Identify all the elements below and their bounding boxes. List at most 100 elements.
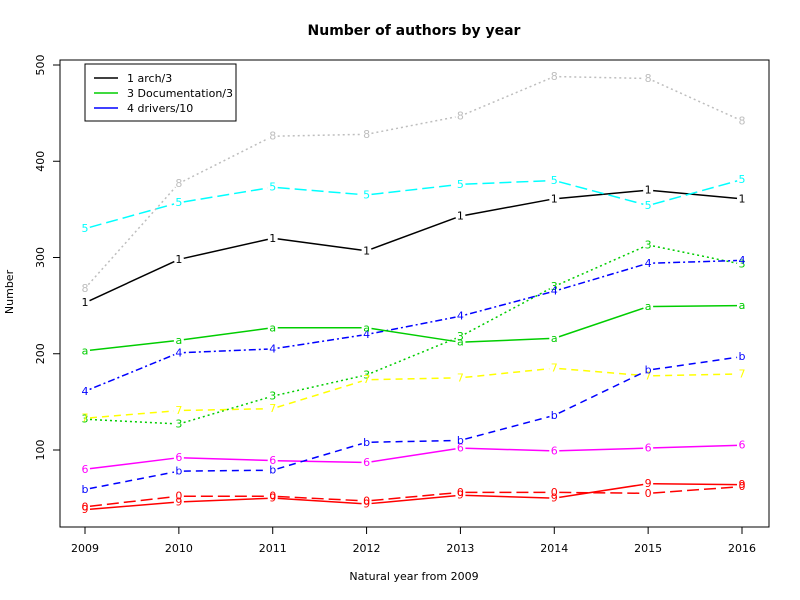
data-point-marker: 6: [269, 454, 276, 467]
data-point-marker: b: [175, 465, 182, 478]
data-point-marker: 1: [739, 192, 746, 205]
x-tick-label: 2016: [728, 542, 756, 555]
data-point-marker: a: [645, 300, 652, 313]
data-point-marker: 9: [363, 497, 370, 510]
data-point-marker: b: [739, 350, 746, 363]
data-point-marker: a: [269, 321, 276, 334]
series-segment: [465, 494, 550, 499]
legend-label: 1 arch/3: [127, 72, 172, 85]
series-segment: [559, 447, 644, 452]
series-7: 7 7 7 7 7 7 7 7: [82, 362, 746, 425]
series-segment: [371, 494, 456, 505]
data-point-marker: 7: [82, 412, 89, 425]
y-axis-label: Number: [3, 269, 16, 314]
data-point-marker: 9: [269, 492, 276, 505]
data-point-marker: 4: [739, 254, 746, 267]
data-point-marker: 0: [363, 495, 370, 508]
series-segment: [277, 186, 362, 196]
data-point-marker: 1: [551, 192, 558, 205]
legend-label: 3 Documentation/3: [127, 87, 233, 100]
data-point-marker: 8: [739, 114, 746, 127]
series-segment: [558, 371, 644, 414]
data-point-marker: 8: [82, 282, 89, 295]
data-point-marker: 1: [363, 244, 370, 257]
data-point-marker: 9: [457, 489, 464, 502]
data-point-marker: b: [269, 464, 276, 477]
series-segment: [371, 448, 456, 463]
series-segment: [89, 496, 174, 507]
data-point-marker: b: [82, 483, 89, 496]
series-segment: [559, 491, 644, 495]
data-point-marker: 8: [551, 70, 558, 83]
data-point-marker: 3: [739, 258, 746, 271]
series-segment: [87, 186, 177, 286]
series-segment: [464, 77, 550, 115]
data-point-marker: 6: [82, 463, 89, 476]
series-9: 9 9 9 9 9 9 9 9: [82, 477, 746, 516]
data-point-marker: 5: [739, 173, 746, 186]
data-point-marker: 7: [551, 362, 558, 375]
data-point-marker: 0: [645, 487, 652, 500]
series-segment: [465, 367, 550, 379]
series-segment: [465, 337, 550, 343]
series-segment: [183, 327, 268, 341]
data-point-marker: 1: [175, 253, 182, 266]
data-point-marker: 7: [363, 373, 370, 386]
data-point-marker: 6: [739, 439, 746, 452]
series-segment: [559, 367, 644, 377]
x-axis-label: Natural year from 2009: [349, 570, 478, 583]
x-tick-label: 2011: [259, 542, 287, 555]
data-point-marker: 4: [645, 257, 652, 270]
data-point-marker: 6: [551, 444, 558, 457]
series-a: a a a a a a a a: [82, 299, 746, 357]
series-segment: [89, 353, 175, 391]
series-segment: [371, 327, 456, 343]
series-segment: [277, 375, 362, 396]
series-segment: [183, 348, 268, 354]
series-0: 0 0 0 0 0 0 0 0: [82, 480, 746, 513]
data-point-marker: 5: [551, 174, 558, 187]
series-segment: [371, 377, 456, 381]
series-segment: [89, 501, 174, 511]
series-segment: [277, 459, 362, 464]
series-segment: [371, 184, 456, 196]
data-point-marker: 5: [457, 178, 464, 191]
data-point-marker: 0: [82, 500, 89, 513]
data-point-marker: b: [645, 364, 652, 377]
x-axis: 2009 2010 2011 2012 2013 2014 2015 2016: [71, 526, 756, 555]
data-point-marker: 6: [175, 451, 182, 464]
data-point-marker: 4: [551, 285, 558, 298]
series-segment: [183, 457, 268, 462]
data-point-marker: 7: [269, 402, 276, 415]
data-point-marker: 3: [457, 330, 464, 343]
series-segment: [652, 356, 738, 371]
series-segment: [371, 316, 456, 335]
data-point-marker: 5: [645, 199, 652, 212]
data-point-marker: 3: [82, 413, 89, 426]
data-point-marker: 8: [645, 72, 652, 85]
data-point-marker: 1: [269, 232, 276, 245]
data-point-marker: 0: [269, 490, 276, 503]
y-tick-label: 500: [34, 55, 47, 76]
series-segment: [653, 259, 738, 264]
y-tick-label: 400: [34, 151, 47, 172]
series-segment: [653, 444, 738, 449]
data-point-marker: b: [551, 409, 558, 422]
series-segment: [558, 181, 644, 205]
legend-label: 4 drivers/10: [127, 102, 193, 115]
data-point-marker: 4: [363, 328, 370, 341]
data-point-marker: 0: [739, 480, 746, 493]
data-point-marker: 9: [551, 492, 558, 505]
series-segment: [89, 471, 175, 490]
y-axis: 100 200 300 400 500: [34, 55, 61, 461]
series-segment: [183, 469, 268, 472]
series-segment: [89, 410, 174, 419]
y-tick-label: 300: [34, 247, 47, 268]
series-segment: [183, 407, 268, 412]
data-point-marker: 9: [82, 503, 89, 516]
data-point-marker: a: [457, 336, 464, 349]
data-point-marker: 1: [82, 296, 89, 309]
series-segment: [89, 203, 175, 229]
